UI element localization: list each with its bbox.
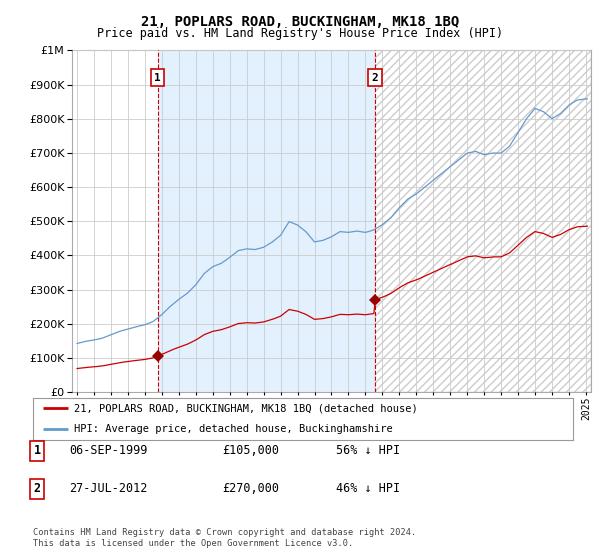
Text: HPI: Average price, detached house, Buckinghamshire: HPI: Average price, detached house, Buck… bbox=[74, 424, 392, 434]
Bar bbox=[158, 50, 375, 392]
Text: 06-SEP-1999: 06-SEP-1999 bbox=[69, 444, 148, 458]
Text: £270,000: £270,000 bbox=[222, 482, 279, 496]
Text: 1: 1 bbox=[34, 444, 41, 458]
Text: Price paid vs. HM Land Registry's House Price Index (HPI): Price paid vs. HM Land Registry's House … bbox=[97, 27, 503, 40]
Text: £105,000: £105,000 bbox=[222, 444, 279, 458]
Bar bbox=[375, 50, 591, 392]
Text: 2: 2 bbox=[34, 482, 41, 496]
Text: 46% ↓ HPI: 46% ↓ HPI bbox=[336, 482, 400, 496]
Text: 1: 1 bbox=[154, 73, 161, 83]
Text: 21, POPLARS ROAD, BUCKINGHAM, MK18 1BQ (detached house): 21, POPLARS ROAD, BUCKINGHAM, MK18 1BQ (… bbox=[74, 403, 417, 413]
Text: Contains HM Land Registry data © Crown copyright and database right 2024.
This d: Contains HM Land Registry data © Crown c… bbox=[33, 528, 416, 548]
Text: 2: 2 bbox=[372, 73, 379, 83]
Text: 21, POPLARS ROAD, BUCKINGHAM, MK18 1BQ: 21, POPLARS ROAD, BUCKINGHAM, MK18 1BQ bbox=[141, 15, 459, 29]
Text: 27-JUL-2012: 27-JUL-2012 bbox=[69, 482, 148, 496]
Text: 56% ↓ HPI: 56% ↓ HPI bbox=[336, 444, 400, 458]
